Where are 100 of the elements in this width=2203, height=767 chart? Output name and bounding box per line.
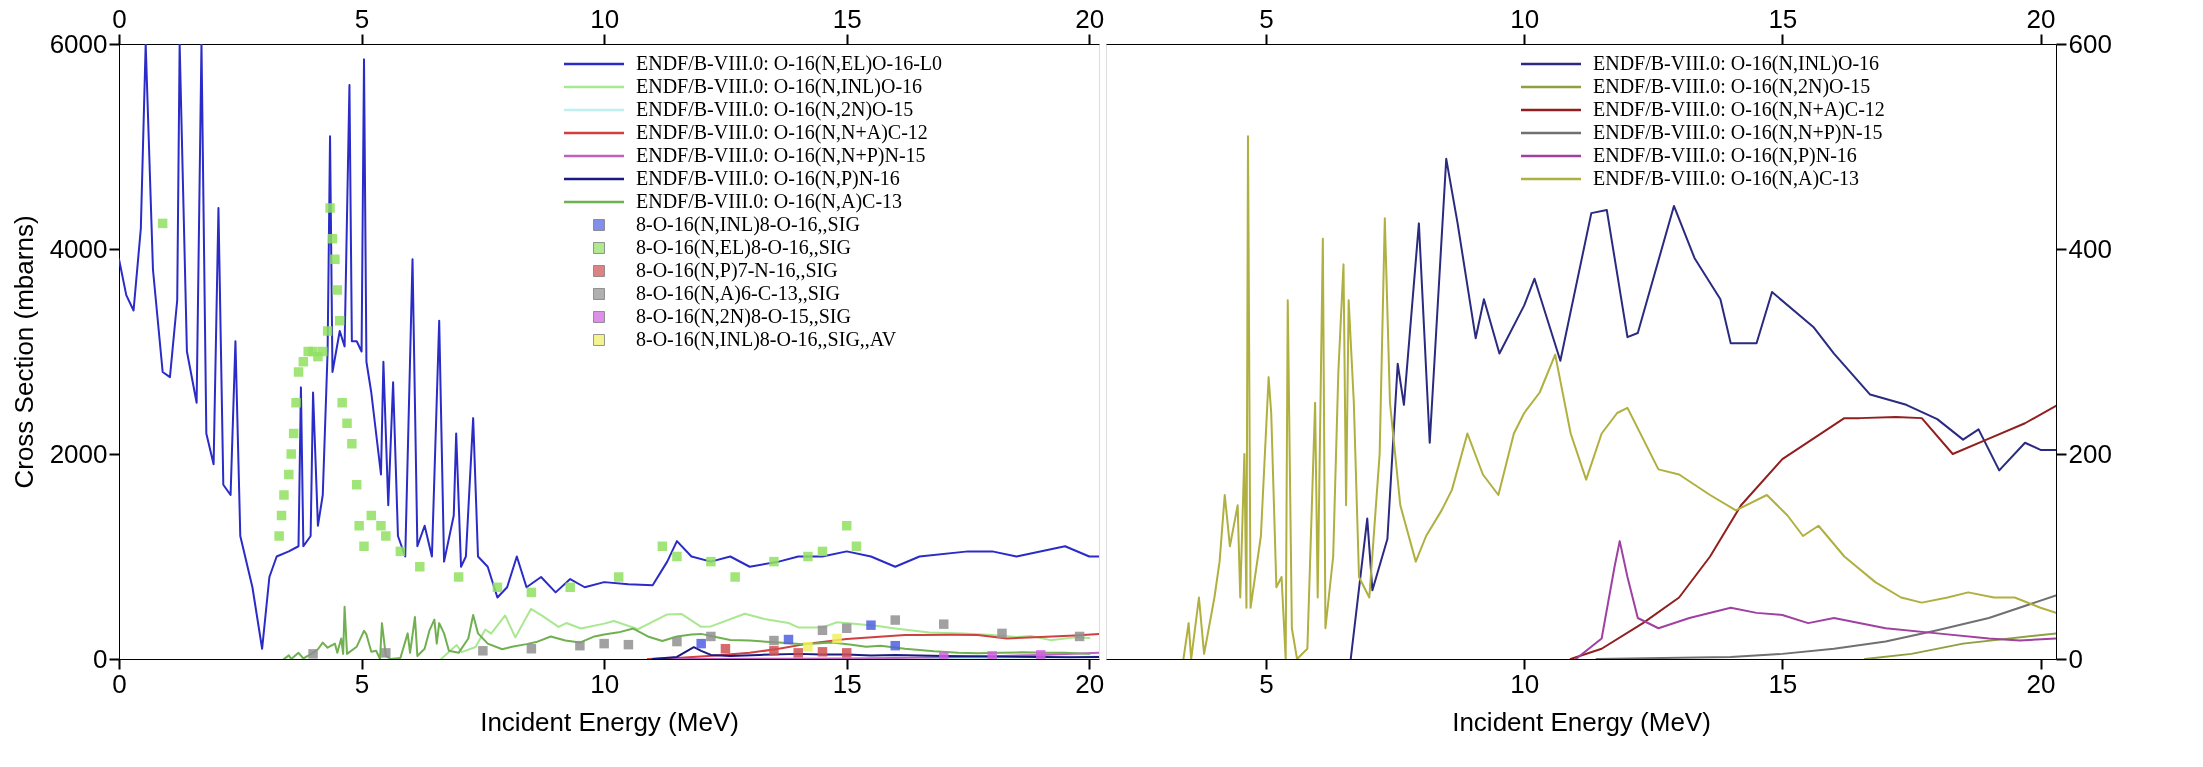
point (841, 623, 852, 633)
legend-label: 8-O-16(N,P)7-N-16,,SIG (636, 259, 838, 282)
x2-tick-label: 0 (112, 3, 127, 34)
x2-tick-label: 5 (354, 3, 370, 34)
x-axis-title: Incident Energy (MeV) (1452, 706, 1711, 737)
point (335, 316, 345, 326)
point (890, 615, 900, 625)
point (1036, 650, 1046, 659)
legend-label: ENDF/B-VIII.0: O-16(N,A)C-13 (1593, 167, 1860, 190)
legend-label: ENDF/B-VIII.0: O-16(N,P)N-16 (1593, 144, 1857, 167)
x-tick-label: 15 (832, 668, 862, 699)
point (769, 556, 779, 567)
point (478, 646, 488, 656)
point (769, 646, 779, 656)
point (657, 541, 668, 551)
point (274, 531, 284, 541)
point (286, 449, 296, 459)
point (526, 587, 537, 598)
point (817, 625, 828, 636)
point (492, 582, 503, 592)
point (613, 572, 624, 582)
y-tick-label: 600 (2068, 28, 2112, 59)
point (381, 531, 391, 541)
point (395, 546, 406, 557)
point (706, 631, 716, 642)
point (706, 556, 716, 567)
legend-label: 8-O-16(N,A)6-C-13,,SIG (636, 282, 840, 305)
point (817, 647, 828, 657)
line-series (282, 605, 1091, 659)
y-tick-label: 4000 (49, 233, 108, 264)
point (720, 644, 731, 654)
point (327, 234, 338, 244)
x-tick-label: 0 (112, 668, 127, 699)
point (997, 628, 1007, 639)
y-tick-label: 0 (2068, 643, 2083, 674)
x-tick-label: 15 (1768, 668, 1798, 699)
point (793, 648, 803, 658)
point (318, 346, 328, 357)
point (293, 367, 304, 377)
point (623, 639, 634, 650)
point (851, 541, 862, 551)
x-tick-label: 20 (2026, 668, 2056, 699)
point (730, 572, 740, 582)
point (157, 218, 168, 229)
point (325, 203, 335, 213)
y-tick-label: 200 (2068, 438, 2112, 469)
x-tick-label: 10 (590, 668, 620, 699)
y-tick-label: 400 (2068, 233, 2112, 264)
x-tick-label: 10 (1510, 668, 1540, 699)
legend-label: 8-O-16(N,INL)8-O-16,,SIG (636, 213, 860, 236)
point (696, 638, 706, 649)
point (841, 521, 852, 531)
legend-label: ENDF/B-VIII.0: O-16(N,N+P)N-15 (636, 144, 926, 167)
point (803, 641, 813, 652)
line-series (1863, 632, 2056, 659)
legend-label: ENDF/B-VIII.0: O-16(N,N+A)C-12 (636, 121, 928, 144)
point (359, 541, 369, 551)
x-tick-label: 5 (354, 668, 370, 699)
line-series (440, 607, 1091, 659)
point (769, 635, 779, 646)
y-axis-title: Cross Section (mbarns) (8, 215, 39, 489)
point (453, 572, 464, 582)
legend-label: ENDF/B-VIII.0: O-16(N,2N)O-15 (1593, 75, 1871, 98)
point (803, 551, 813, 562)
point (366, 510, 377, 521)
point (672, 551, 682, 562)
legend-label: ENDF/B-VIII.0: O-16(N,N+A)C-12 (1593, 98, 1885, 121)
legend-label: ENDF/B-VIII.0: O-16(N,N+P)N-15 (1593, 121, 1883, 144)
x2-tick-label: 20 (1075, 3, 1105, 34)
x-tick-label: 20 (1075, 668, 1105, 699)
y-tick-label: 6000 (49, 28, 108, 59)
point (939, 652, 949, 659)
point (565, 582, 575, 592)
point (841, 648, 852, 658)
legend-label: 8-O-16(N,2N)8-O-15,,SIG (636, 305, 851, 328)
point (817, 546, 828, 557)
point (337, 398, 347, 408)
legend-label: ENDF/B-VIII.0: O-16(N,P)N-16 (636, 167, 900, 190)
point (291, 398, 301, 408)
point (347, 439, 357, 449)
x-tick-label: 5 (1259, 668, 1274, 699)
legend-label: ENDF/B-VIII.0: O-16(N,INL)O-16 (1593, 52, 1880, 75)
point (866, 620, 876, 630)
point (351, 480, 362, 490)
point (298, 357, 309, 367)
line-series (1569, 404, 2056, 659)
point (890, 640, 900, 651)
point (575, 640, 585, 651)
legend-label: ENDF/B-VIII.0: O-16(N,2N)O-15 (636, 98, 914, 121)
x-axis-title: Incident Energy (MeV) (480, 706, 739, 737)
y-tick-label: 0 (93, 643, 108, 674)
point (322, 326, 333, 336)
point (832, 633, 842, 644)
point (284, 469, 294, 480)
legend-label: ENDF/B-VIII.0: O-16(N,INL)O-16 (636, 75, 923, 98)
point (279, 490, 289, 500)
y-tick-label: 2000 (49, 438, 108, 469)
point (276, 510, 287, 521)
legend-label: 8-O-16(N,EL)8-O-16,,SIG (636, 236, 851, 259)
x2-tick-label: 10 (590, 3, 620, 34)
